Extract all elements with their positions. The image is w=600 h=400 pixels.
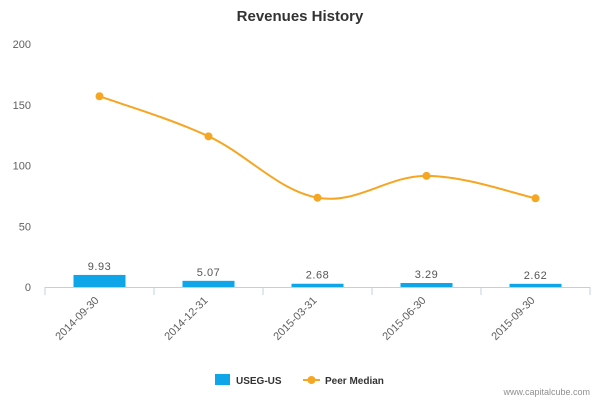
y-tick-label: 200 bbox=[13, 39, 31, 51]
bar-useg-2014-09-30[interactable] bbox=[73, 274, 126, 287]
y-tick-label: 0 bbox=[25, 282, 31, 294]
legend: USEG-US Peer Median bbox=[215, 374, 384, 387]
x-tick-label: 2015-09-30 bbox=[489, 295, 537, 343]
peer-median-point-2015-03-31[interactable] bbox=[313, 193, 322, 202]
peer-median-point-2014-12-31[interactable] bbox=[204, 132, 213, 141]
bar-data-label: 9.93 bbox=[88, 261, 111, 273]
y-tick-label: 100 bbox=[13, 161, 31, 173]
credit-text[interactable]: www.capitalcube.com bbox=[502, 387, 590, 397]
bar-useg-2015-03-31[interactable] bbox=[291, 283, 344, 287]
legend-swatch-useg bbox=[215, 374, 230, 385]
bar-useg-2014-12-31[interactable] bbox=[182, 280, 235, 287]
peer-median-point-2015-06-30[interactable] bbox=[422, 171, 431, 180]
bar-series: 9.93 5.07 2.68 3.29 2.62 bbox=[73, 261, 562, 287]
peer-median-point-2014-09-30[interactable] bbox=[95, 92, 104, 101]
bar-useg-2015-09-30[interactable] bbox=[509, 283, 562, 287]
x-tick-label: 2014-09-30 bbox=[53, 295, 101, 343]
legend-label-useg: USEG-US bbox=[236, 376, 282, 387]
line-series bbox=[95, 92, 540, 203]
x-tick-label: 2015-03-31 bbox=[271, 295, 319, 343]
peer-median-point-2015-09-30[interactable] bbox=[531, 194, 540, 203]
bar-data-label: 5.07 bbox=[197, 267, 220, 279]
peer-median-line bbox=[99, 95, 536, 200]
legend-label-peer-median: Peer Median bbox=[325, 376, 384, 387]
x-tick-label: 2014-12-31 bbox=[162, 295, 210, 343]
x-axis: 2014-09-30 2014-12-31 2015-03-31 2015-06-30… bbox=[44, 287, 591, 343]
x-tick-label: 2015-06-30 bbox=[380, 295, 428, 343]
chart-title: Revenues History bbox=[237, 8, 364, 25]
y-tick-label: 50 bbox=[19, 221, 31, 233]
y-tick-label: 150 bbox=[13, 100, 31, 112]
y-axis: 0 50 100 150 200 bbox=[13, 39, 31, 294]
legend-item-useg[interactable]: USEG-US bbox=[215, 374, 282, 387]
bar-data-label: 2.68 bbox=[306, 270, 329, 282]
bar-data-label: 2.62 bbox=[524, 270, 547, 282]
bar-data-label: 3.29 bbox=[415, 269, 438, 281]
legend-item-peer-median[interactable]: Peer Median bbox=[303, 376, 384, 387]
legend-marker-peer-median bbox=[307, 376, 316, 384]
bar-useg-2015-06-30[interactable] bbox=[400, 283, 453, 287]
